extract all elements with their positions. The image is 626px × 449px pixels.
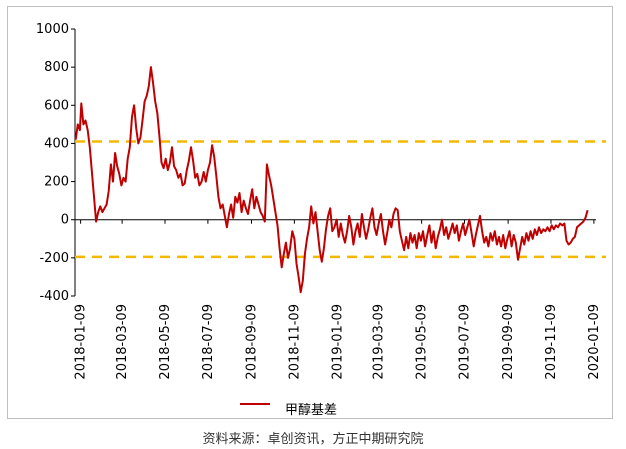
- x-tick-label: 2019-05-09: [415, 304, 430, 380]
- x-tick-label: 2019-11-09: [544, 304, 559, 380]
- y-tick-label: 600: [44, 98, 69, 113]
- line-chart: 1000 800 600 400 200 0 -200 -400 2018-01-09 2018-…: [36, 22, 606, 405]
- y-tick-label: 800: [44, 60, 69, 75]
- y-tick-label: 0: [61, 213, 69, 228]
- x-tick-label: 2019-03-09: [372, 304, 387, 380]
- y-tick-label: 200: [44, 175, 69, 190]
- source-note: 资料来源：卓创资讯，方正中期研究院: [202, 432, 424, 447]
- x-tick-label: 2018-05-09: [158, 304, 173, 380]
- x-tick-label: 2019-07-09: [458, 304, 473, 380]
- x-tick-label: 2020-01-09: [587, 304, 602, 380]
- x-tick-label: 2018-03-09: [115, 304, 130, 380]
- x-tick-label: 2018-11-09: [287, 304, 302, 380]
- y-tick-label: 1000: [36, 22, 69, 37]
- series-line: [74, 66, 589, 294]
- chart-frame: 1000 800 600 400 200 0 -200 -400 2018-01-09 2018-…: [7, 6, 613, 419]
- y-tick-label: -200: [39, 251, 69, 266]
- x-tick-label: 2018-07-09: [201, 304, 216, 380]
- y-tick-label: 400: [44, 136, 69, 151]
- x-tick-label: 2018-01-09: [74, 304, 89, 380]
- x-tick-label: 2019-09-09: [501, 304, 516, 380]
- y-tick-label: -400: [39, 289, 69, 304]
- legend-label: 甲醇基差: [284, 403, 337, 418]
- x-tick-label: 2019-01-09: [330, 304, 345, 380]
- x-tick-label: 2018-09-09: [244, 304, 259, 380]
